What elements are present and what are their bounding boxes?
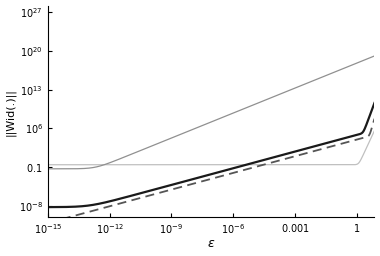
X-axis label: ε: ε — [208, 238, 214, 250]
Y-axis label: ||Wid(.)||: ||Wid(.)|| — [6, 88, 16, 136]
